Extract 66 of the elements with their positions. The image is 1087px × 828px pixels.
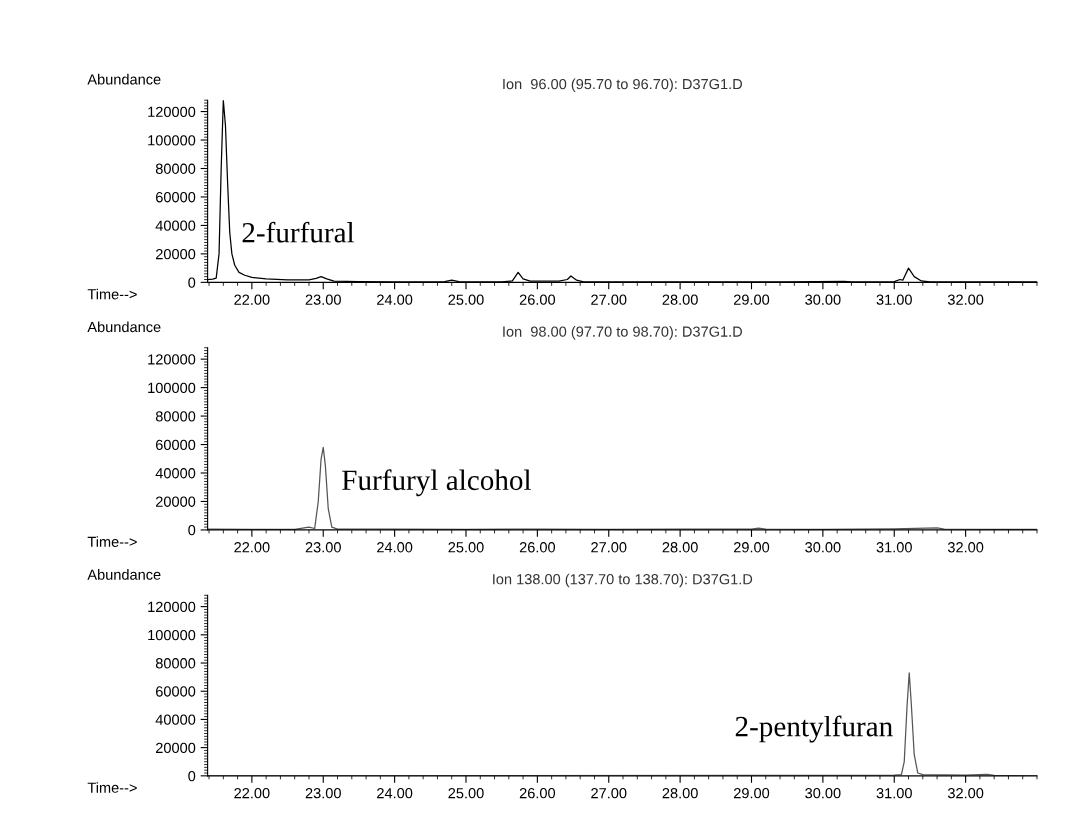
annotation: 2-pentylfuran [735,715,893,743]
x-tick-label: 22.00 [234,294,270,305]
annotation: Furfuryl alcohol [342,469,532,497]
x-tick-label: 23.00 [305,294,341,305]
x-axis-title: Time--> [87,782,137,793]
y-tick-label: 120000 [148,106,196,117]
y-tick-label: 80000 [155,163,196,174]
y-tick-label: 0 [188,770,196,782]
y-tick-label: 100000 [148,382,196,394]
x-tick-label: 31.00 [876,788,912,799]
x-tick-label: 32.00 [947,294,984,305]
x-tick-label: 28.00 [662,788,698,799]
x-tick-label: 32.00 [947,542,984,553]
x-tick-label: 23.00 [305,788,341,799]
y-tick-label: 0 [188,525,196,536]
x-tick-label: 28.00 [662,542,698,553]
y-axis-title: Abundance [87,321,161,333]
x-tick-label: 27.00 [591,788,627,799]
x-tick-label: 32.00 [947,788,984,799]
y-axis-title: Abundance [87,569,161,580]
x-tick-label: 27.00 [591,294,627,305]
x-tick-label: 28.00 [662,294,698,305]
x-tick-label: 29.00 [733,542,770,553]
y-tick-label: 40000 [155,468,196,479]
y-tick-label: 60000 [156,686,196,697]
y-tick-label: 80000 [155,658,196,669]
y-tick-label: 60000 [156,192,196,203]
x-tick-label: 26.00 [519,294,556,305]
x-tick-label: 25.00 [448,788,484,799]
x-tick-label: 25.00 [448,542,484,553]
y-tick-label: 100000 [148,135,196,146]
x-tick-label: 24.00 [377,294,413,305]
x-tick-label: 30.00 [805,294,841,305]
y-tick-label: 60000 [156,439,196,450]
chart-title: Ion 138.00 (137.70 to 138.70): D37G1.D [493,573,753,588]
annotation: 2-furfural [242,221,355,243]
x-tick-label: 23.00 [305,542,341,553]
y-tick-label: 20000 [156,496,196,507]
y-tick-label: 120000 [148,601,196,613]
x-tick-label: 22.00 [234,542,270,553]
y-tick-label: 20000 [156,248,196,260]
x-tick-label: 24.00 [377,788,413,799]
y-axis-title: Abundance [87,73,161,85]
x-tick-label: 26.00 [519,542,556,553]
x-axis-title: Time--> [87,536,137,548]
y-tick-label: 100000 [148,629,196,641]
x-tick-label: 25.00 [448,294,484,305]
chart-title: Ion 96.00 (95.70 to 96.70): D37G1.D [503,78,743,93]
y-tick-label: 0 [188,277,196,288]
x-axis-title: Time--> [87,288,137,300]
x-tick-label: 29.00 [733,294,770,305]
x-tick-label: 22.00 [234,788,270,799]
chart-title: Ion 98.00 (97.70 to 98.70): D37G1.D [503,326,743,340]
x-tick-label: 30.00 [805,542,841,553]
x-tick-label: 26.00 [519,788,556,799]
x-tick-label: 31.00 [876,294,912,305]
x-tick-label: 24.00 [377,542,413,553]
x-tick-label: 27.00 [591,542,627,553]
y-tick-label: 40000 [155,714,196,725]
x-tick-label: 29.00 [733,788,770,799]
y-tick-label: 80000 [155,411,196,422]
x-tick-label: 30.00 [805,788,841,799]
y-tick-label: 20000 [156,742,196,754]
y-tick-label: 40000 [155,220,196,231]
y-tick-label: 120000 [148,354,196,365]
x-tick-label: 31.00 [876,542,912,553]
